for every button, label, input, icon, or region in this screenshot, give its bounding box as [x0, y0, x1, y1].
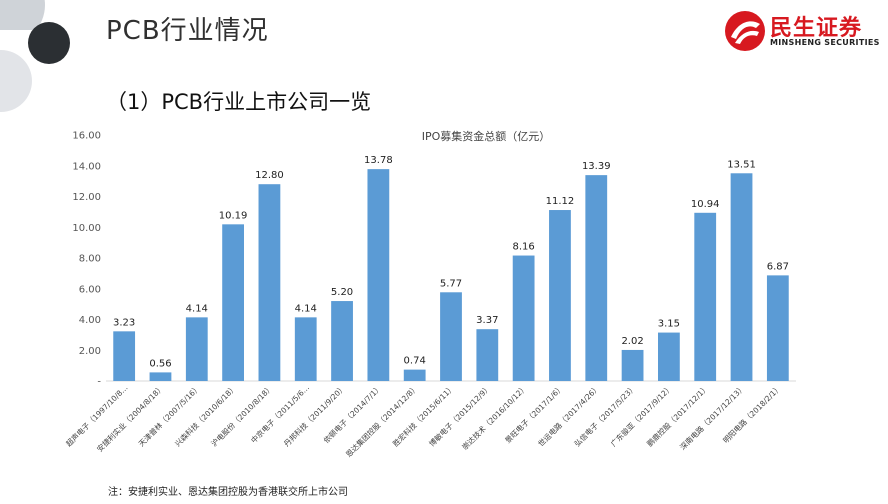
x-tick-label: 世运电路（2017/4/26）	[536, 382, 602, 448]
brand-logo: 民生证券 MINSHENG SECURITIES	[724, 10, 882, 52]
bar	[367, 169, 390, 381]
bar-value-label: 5.77	[440, 278, 462, 289]
bar-value-label: 3.37	[476, 315, 498, 326]
y-tick-label: 4.00	[79, 315, 101, 326]
bar-value-label: 8.16	[512, 242, 534, 253]
bar-value-label: 0.74	[404, 356, 426, 367]
x-tick-label: 天津普林（2007/5/16）	[136, 382, 202, 448]
bar	[294, 317, 317, 381]
bar	[694, 212, 717, 381]
y-tick-label: 12.00	[72, 192, 101, 203]
logo-subtitle: MINSHENG SECURITIES	[770, 38, 880, 47]
bar-value-label: 6.87	[767, 261, 789, 272]
x-tick-label: 博敏电子（2015/12/9）	[427, 382, 493, 448]
x-tick-label: 超声电子（1997/10/8…	[63, 382, 129, 448]
chart-title: IPO募集资金总额（亿元）	[422, 129, 551, 143]
footnote: 注：安捷利实业、恩达集团控股为香港联交所上市公司	[108, 487, 348, 498]
x-tick-label: 景旺电子（2017/1/6）	[503, 382, 566, 445]
y-tick-label: 10.00	[72, 223, 101, 234]
bar	[222, 224, 244, 381]
bar	[730, 173, 753, 381]
page-title: PCB行业情况	[106, 16, 269, 46]
bar	[331, 301, 353, 381]
x-tick-label: 丹邦科技（2011/9/20）	[281, 382, 347, 448]
bar	[549, 210, 571, 381]
bar	[185, 317, 208, 381]
bar	[403, 369, 426, 381]
logo-name: 民生证券	[770, 16, 863, 41]
x-axis-labels: 超声电子（1997/10/8…安捷利实业（2004/8/18）天津普林（2007…	[63, 382, 783, 459]
bar-value-label: 13.78	[364, 155, 393, 166]
logo-mark-icon	[725, 11, 765, 51]
x-tick-label: 安捷利实业（2004/8/18）	[94, 382, 165, 453]
bar	[621, 349, 644, 381]
bar	[149, 372, 172, 381]
bar	[476, 329, 499, 381]
y-tick-label: -	[97, 377, 101, 388]
x-tick-label: 中京电子（2011/5/6…	[248, 382, 311, 445]
y-tick-label: 16.00	[72, 131, 101, 142]
x-tick-label: 深南电路（2017/12/13）	[677, 382, 746, 451]
bar-value-label: 0.56	[149, 358, 171, 369]
bar-value-label: 10.94	[691, 199, 720, 210]
y-tick-label: 8.00	[79, 254, 101, 265]
x-tick-label: 广东骏亚（2017/9/12）	[608, 382, 674, 448]
x-tick-label: 恩达集团控股（2014/12/8）	[343, 382, 420, 459]
bar	[258, 184, 281, 381]
bar	[512, 255, 535, 381]
x-tick-label: 依顿电子（2014/7/1）	[321, 382, 384, 445]
y-tick-label: 6.00	[79, 284, 101, 295]
y-tick-label: 14.00	[72, 161, 101, 172]
bar-value-label: 2.02	[621, 336, 643, 347]
bar-value-label: 5.20	[331, 287, 353, 298]
x-tick-label: 兴森科技（2010/6/18）	[172, 382, 238, 448]
x-tick-label: 沪电股份（2010/8/18）	[209, 382, 275, 448]
y-tick-label: 2.00	[79, 346, 101, 357]
section-title: （1）PCB行业上市公司一览	[106, 90, 372, 114]
bar-series: 3.23 0.56 4.14 10.19 12.80 4.14 5.20 13.78 0.74 5…	[113, 155, 789, 381]
x-tick-label: 弘信电子（2017/5/23）	[572, 382, 638, 448]
bar-value-label: 13.39	[582, 161, 611, 172]
y-axis: - 2.00 4.00 6.00 8.00 10.00 12.00 14.00 16.00	[72, 131, 796, 388]
bar	[585, 175, 608, 381]
bar	[658, 332, 680, 381]
bar	[766, 275, 789, 381]
decorative-circle-dark	[28, 22, 70, 64]
x-tick-label: 胜宏科技（2015/6/11）	[390, 382, 456, 448]
x-tick-label: 崇达技术（2016/10/12）	[460, 382, 529, 451]
bar-value-label: 4.14	[295, 303, 317, 314]
x-tick-label: 明阳电路（2018/2/1）	[721, 382, 784, 445]
x-tick-label: 鹏鼎控股（2017/12/1）	[645, 382, 711, 448]
bar-value-label: 11.12	[546, 196, 575, 207]
bar-value-label: 13.51	[727, 159, 756, 170]
bar-value-label: 3.15	[658, 319, 680, 330]
bar-value-label: 10.19	[219, 210, 248, 221]
bar-value-label: 4.14	[186, 303, 208, 314]
bar-value-label: 12.80	[255, 170, 284, 181]
bar	[440, 292, 462, 381]
bar-value-label: 3.23	[113, 317, 135, 328]
bar	[113, 331, 136, 381]
